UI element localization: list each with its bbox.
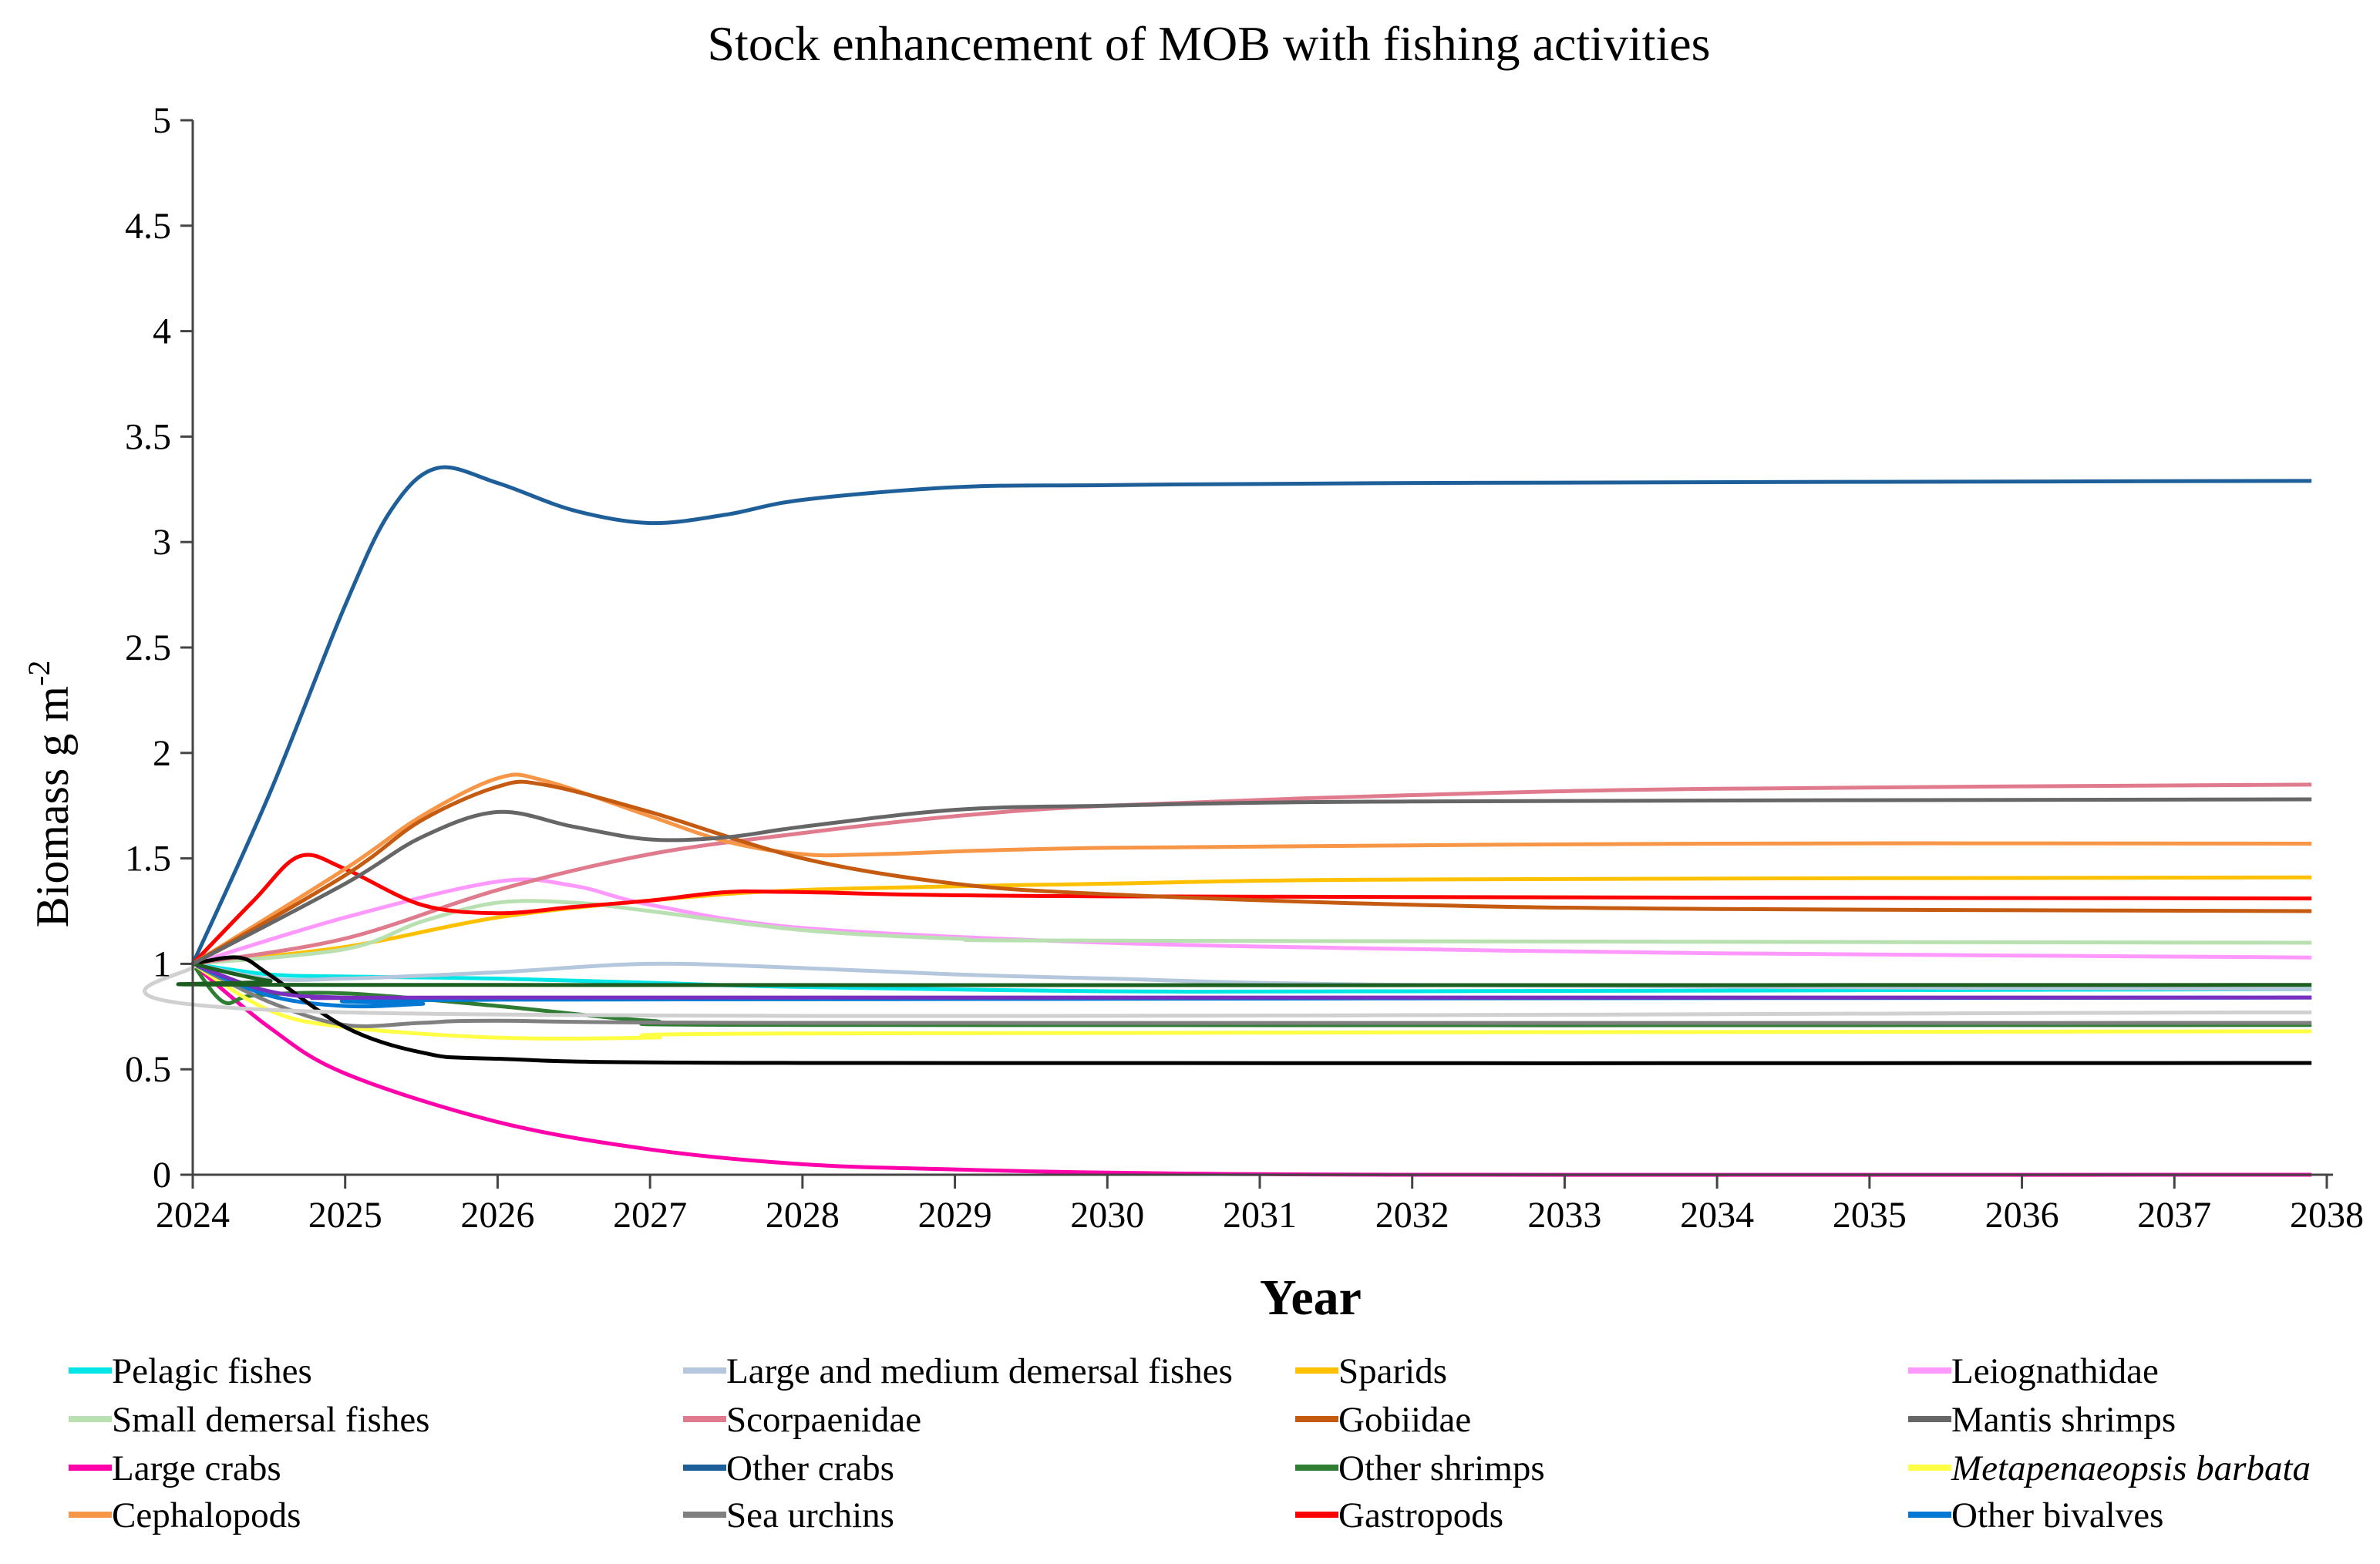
series-line-metapenaeopsis-barbata xyxy=(191,962,2312,1041)
y-tick-label: 0 xyxy=(153,1155,171,1196)
legend: Pelagic fishes Large and medium demersal … xyxy=(69,1351,2311,1535)
axes: 2024 2025 2026 2027 2028 2029 2030 2031 2032 2033… xyxy=(125,100,2364,1236)
legend-label: Other bivalves xyxy=(1951,1495,2163,1535)
x-tick-label: 2033 xyxy=(1527,1195,1601,1236)
legend-item: Cephalopods xyxy=(69,1495,301,1535)
y-tick-label: 4 xyxy=(153,311,171,352)
series-line-mantis-shrimps xyxy=(191,797,2312,966)
legend-item: Pelagic fishes xyxy=(69,1351,312,1391)
legend-label: Leiognathidae xyxy=(1951,1351,2159,1391)
legend-label: Scorpaenidae xyxy=(726,1400,921,1440)
legend-item: Metapenaeopsis barbata xyxy=(1908,1448,2311,1488)
legend-item: Leiognathidae xyxy=(1908,1351,2159,1391)
y-tick-label: 2.5 xyxy=(125,627,171,668)
series-line-cephalopods xyxy=(191,772,2312,966)
x-tick-label: 2030 xyxy=(1070,1195,1144,1236)
legend-label: Gastropods xyxy=(1338,1495,1503,1535)
series-line-unlabeled-19 xyxy=(176,961,2312,987)
series-line-small-demersal-fishes xyxy=(192,899,2312,966)
series-line-gobiidae xyxy=(191,779,2312,966)
y-tick-label: 5 xyxy=(153,100,171,141)
x-tick-label: 2034 xyxy=(1680,1195,1754,1236)
y-tick-label: 3.5 xyxy=(125,416,171,457)
chart-title: Stock enhancement of MOB with fishing ac… xyxy=(707,16,1710,71)
legend-item: Mantis shrimps xyxy=(1908,1400,2176,1440)
legend-item: Sparids xyxy=(1295,1351,1447,1391)
x-tick-label: 2038 xyxy=(2290,1195,2364,1236)
x-tick-label: 2037 xyxy=(2137,1195,2211,1236)
legend-label: Metapenaeopsis barbata xyxy=(1951,1448,2311,1488)
y-tick-label: 1 xyxy=(153,943,171,984)
legend-label: Pelagic fishes xyxy=(112,1351,312,1391)
x-tick-label: 2025 xyxy=(308,1195,382,1236)
x-tick-label: 2026 xyxy=(460,1195,534,1236)
legend-label: Gobiidae xyxy=(1338,1400,1471,1440)
y-tick-label: 2 xyxy=(153,733,171,774)
x-tick-label: 2035 xyxy=(1833,1195,1907,1236)
legend-label: Cephalopods xyxy=(112,1495,301,1535)
series-line-other-crabs xyxy=(190,465,2312,965)
y-tick-label: 3 xyxy=(153,522,171,563)
legend-label: Small demersal fishes xyxy=(112,1400,429,1440)
x-axis-label: Year xyxy=(1260,1270,1362,1326)
series-line-large-crabs xyxy=(191,962,2312,1177)
legend-item: Other crabs xyxy=(683,1448,894,1488)
legend-label: Sea urchins xyxy=(726,1495,894,1535)
series-line-sparids xyxy=(192,875,2312,966)
y-tick-label: 1.5 xyxy=(125,839,171,880)
series-line-leiognathidae xyxy=(192,877,2312,966)
legend-item: Sea urchins xyxy=(683,1495,894,1535)
y-axis-label-text: Biomass g m xyxy=(27,686,78,927)
legend-item: Other shrimps xyxy=(1295,1448,1545,1488)
legend-item: Large crabs xyxy=(69,1448,281,1488)
x-tick-label: 2032 xyxy=(1375,1195,1449,1236)
series-line-unlabeled-18 xyxy=(143,962,2312,1018)
y-tick-label: 0.5 xyxy=(125,1049,171,1090)
legend-label: Mantis shrimps xyxy=(1951,1400,2176,1440)
plot-area xyxy=(143,465,2312,1177)
y-axis-label-superscript: -2 xyxy=(22,661,56,686)
x-tick-label: 2028 xyxy=(766,1195,840,1236)
x-tick-label: 2029 xyxy=(918,1195,992,1236)
legend-item: Scorpaenidae xyxy=(683,1400,921,1440)
legend-label: Other shrimps xyxy=(1338,1448,1545,1488)
x-tick-label: 2027 xyxy=(613,1195,687,1236)
legend-label: Sparids xyxy=(1338,1351,1447,1391)
legend-item: Gastropods xyxy=(1295,1495,1503,1535)
x-tick-label: 2031 xyxy=(1223,1195,1297,1236)
legend-label: Other crabs xyxy=(726,1448,894,1488)
x-tick-label: 2036 xyxy=(1985,1195,2059,1236)
legend-item: Large and medium demersal fishes xyxy=(683,1351,1233,1391)
y-tick-label: 4.5 xyxy=(125,206,171,247)
series-line-scorpaenidae xyxy=(192,782,2312,966)
x-tick-label: 2024 xyxy=(156,1195,230,1236)
series-line-unlabeled-16 xyxy=(192,955,2312,1065)
series-line-unlabeled-17 xyxy=(192,962,2312,1001)
legend-item: Small demersal fishes xyxy=(69,1400,429,1440)
legend-item: Gobiidae xyxy=(1295,1400,1471,1440)
legend-label: Large crabs xyxy=(112,1448,281,1488)
y-axis-label: Biomass g m-2 xyxy=(22,661,78,928)
legend-item: Other bivalves xyxy=(1908,1495,2163,1535)
legend-label: Large and medium demersal fishes xyxy=(726,1351,1233,1391)
series-line-sea-urchins xyxy=(191,962,2312,1028)
series-line-gastropods xyxy=(191,853,2312,966)
